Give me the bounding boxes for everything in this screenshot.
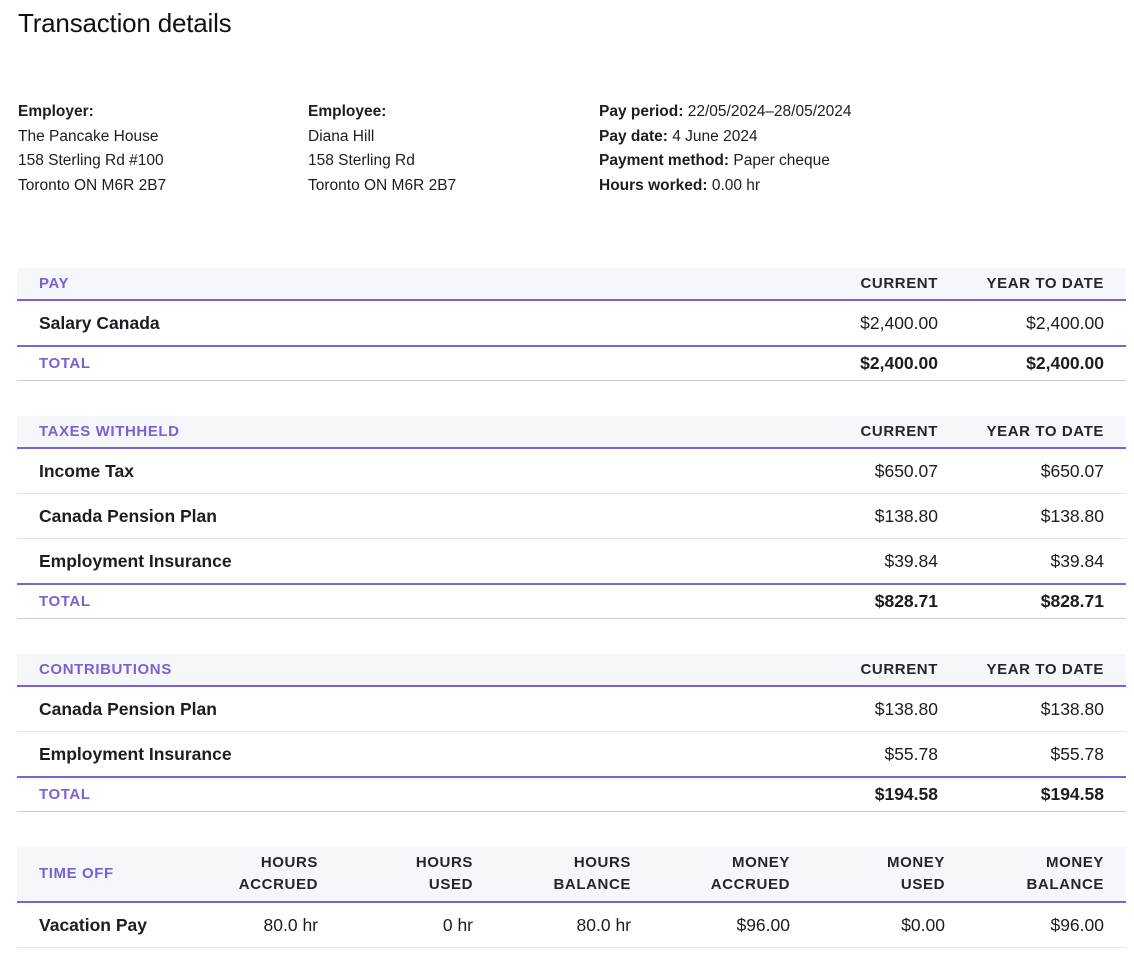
pay-period-value: 22/05/2024–28/05/2024	[687, 103, 852, 120]
table-row: Employment Insurance $39.84 $39.84	[17, 539, 1126, 585]
col-current: CURRENT	[860, 423, 938, 440]
pay-date: Pay date: 4 June 2024	[599, 125, 852, 150]
row-current: $650.07	[770, 448, 960, 494]
employer-info: Employer: The Pancake House 158 Sterling…	[18, 100, 166, 198]
col-current: CURRENT	[860, 661, 938, 678]
total-ytd: $828.71	[1040, 591, 1104, 611]
table-row: Canada Pension Plan $138.80 $138.80	[17, 493, 1126, 539]
table-header-row: TIME OFF HOURS ACCRUED HOURS USED HOURS BAL…	[17, 847, 1126, 902]
row-name: Employment Insurance	[39, 550, 232, 571]
row-current: $138.80	[770, 686, 960, 732]
total-ytd: $2,400.00	[1026, 353, 1104, 373]
table-row: Canada Pension Plan $138.80 $138.80	[17, 686, 1126, 732]
row-name: Employment Insurance	[39, 743, 232, 764]
table-row: Salary Canada $2,400.00 $2,400.00	[17, 300, 1126, 346]
total-ytd: $194.58	[1040, 784, 1104, 804]
taxes-heading: TAXES WITHHELD	[39, 423, 180, 440]
row-name: Income Tax	[17, 448, 770, 494]
total-label: TOTAL	[39, 593, 91, 610]
hours-worked-value: 0.00 hr	[711, 176, 761, 194]
employee-name: Diana Hill	[308, 127, 375, 145]
time-off-table: TIME OFF HOURS ACCRUED HOURS USED HOURS BAL…	[17, 847, 1126, 948]
employee-address-line1: 158 Sterling Rd	[308, 152, 415, 169]
row-money-balance: $96.00	[967, 902, 1126, 948]
employee-address-line2: Toronto ON M6R 2B7	[308, 176, 457, 194]
row-hours-balance: 80.0 hr	[495, 902, 653, 948]
pay-info: Pay period: 22/05/2024–28/05/2024 Pay da…	[599, 100, 852, 198]
col-money-balance: MONEY BALANCE	[1026, 854, 1104, 893]
row-current: $2,400.00	[860, 312, 938, 333]
col-money-used: MONEY USED	[886, 854, 945, 893]
row-name: Vacation Pay	[17, 902, 195, 948]
contributions-heading: CONTRIBUTIONS	[39, 661, 172, 678]
employer-address-line1: 158 Sterling Rd #100	[18, 152, 164, 169]
row-ytd: $55.78	[1050, 743, 1104, 764]
row-current: $39.84	[884, 550, 938, 571]
pay-table: PAY CURRENT YEAR TO DATE Salary Canada $…	[17, 268, 1126, 381]
row-hours-used: 0 hr	[340, 902, 495, 948]
row-money-accrued: $96.00	[653, 902, 812, 948]
total-row: TOTAL $828.71 $828.71	[17, 584, 1126, 619]
pay-heading: PAY	[39, 275, 70, 292]
col-current: CURRENT	[860, 275, 938, 292]
row-name: Canada Pension Plan	[17, 493, 770, 539]
employer-label: Employer:	[18, 103, 94, 120]
employee-label: Employee:	[308, 103, 387, 120]
employer-name: The Pancake House	[18, 127, 159, 145]
page-title: Transaction details	[18, 8, 232, 38]
payment-method-label: Payment method:	[599, 152, 730, 169]
total-current: $828.71	[874, 591, 938, 611]
table-header-row: CONTRIBUTIONS CURRENT YEAR TO DATE	[17, 654, 1126, 686]
total-label: TOTAL	[39, 786, 91, 803]
row-current: $55.78	[884, 743, 938, 764]
col-year-to-date: YEAR TO DATE	[986, 423, 1104, 440]
row-current: $138.80	[770, 493, 960, 539]
employer-address-line2: Toronto ON M6R 2B7	[18, 176, 167, 194]
row-ytd: $39.84	[1050, 550, 1104, 571]
row-name: Canada Pension Plan	[17, 686, 770, 732]
col-year-to-date: YEAR TO DATE	[986, 275, 1104, 292]
total-label: TOTAL	[39, 355, 91, 372]
table-header-row: PAY CURRENT YEAR TO DATE	[17, 268, 1126, 300]
payment-method: Payment method: Paper cheque	[599, 149, 852, 174]
row-ytd: $138.80	[960, 686, 1126, 732]
row-ytd: $2,400.00	[1026, 312, 1104, 333]
row-ytd: $138.80	[960, 493, 1126, 539]
total-current: $2,400.00	[860, 353, 938, 373]
col-hours-balance: HOURS BALANCE	[553, 854, 631, 893]
row-ytd: $650.07	[960, 448, 1126, 494]
pay-period-label: Pay period:	[599, 103, 684, 120]
total-row: TOTAL $2,400.00 $2,400.00	[17, 346, 1126, 381]
row-hours-accrued: 80.0 hr	[195, 902, 340, 948]
pay-period: Pay period: 22/05/2024–28/05/2024	[599, 100, 852, 125]
employee-info: Employee: Diana Hill 158 Sterling Rd Tor…	[308, 100, 456, 198]
payment-method-value: Paper cheque	[733, 152, 830, 169]
table-row: Vacation Pay 80.0 hr 0 hr 80.0 hr $96.00…	[17, 902, 1126, 948]
row-money-used: $0.00	[812, 902, 967, 948]
col-hours-used: HOURS USED	[415, 854, 473, 893]
time-off-heading: TIME OFF	[39, 865, 114, 882]
table-row: Employment Insurance $55.78 $55.78	[17, 732, 1126, 778]
total-row: TOTAL $194.58 $194.58	[17, 777, 1126, 812]
col-hours-accrued: HOURS ACCRUED	[238, 854, 318, 893]
table-header-row: TAXES WITHHELD CURRENT YEAR TO DATE	[17, 416, 1126, 448]
total-current: $194.58	[874, 784, 938, 804]
row-name: Salary Canada	[39, 312, 160, 333]
col-year-to-date: YEAR TO DATE	[986, 661, 1104, 678]
pay-date-label: Pay date:	[599, 127, 668, 145]
hours-worked: Hours worked: 0.00 hr	[599, 174, 852, 199]
hours-worked-label: Hours worked:	[599, 176, 708, 194]
col-money-accrued: MONEY ACCRUED	[710, 854, 790, 893]
taxes-withheld-table: TAXES WITHHELD CURRENT YEAR TO DATE Inco…	[17, 416, 1126, 619]
table-row: Income Tax $650.07 $650.07	[17, 448, 1126, 494]
contributions-table: CONTRIBUTIONS CURRENT YEAR TO DATE Canad…	[17, 654, 1126, 812]
pay-date-value: 4 June 2024	[672, 127, 758, 145]
